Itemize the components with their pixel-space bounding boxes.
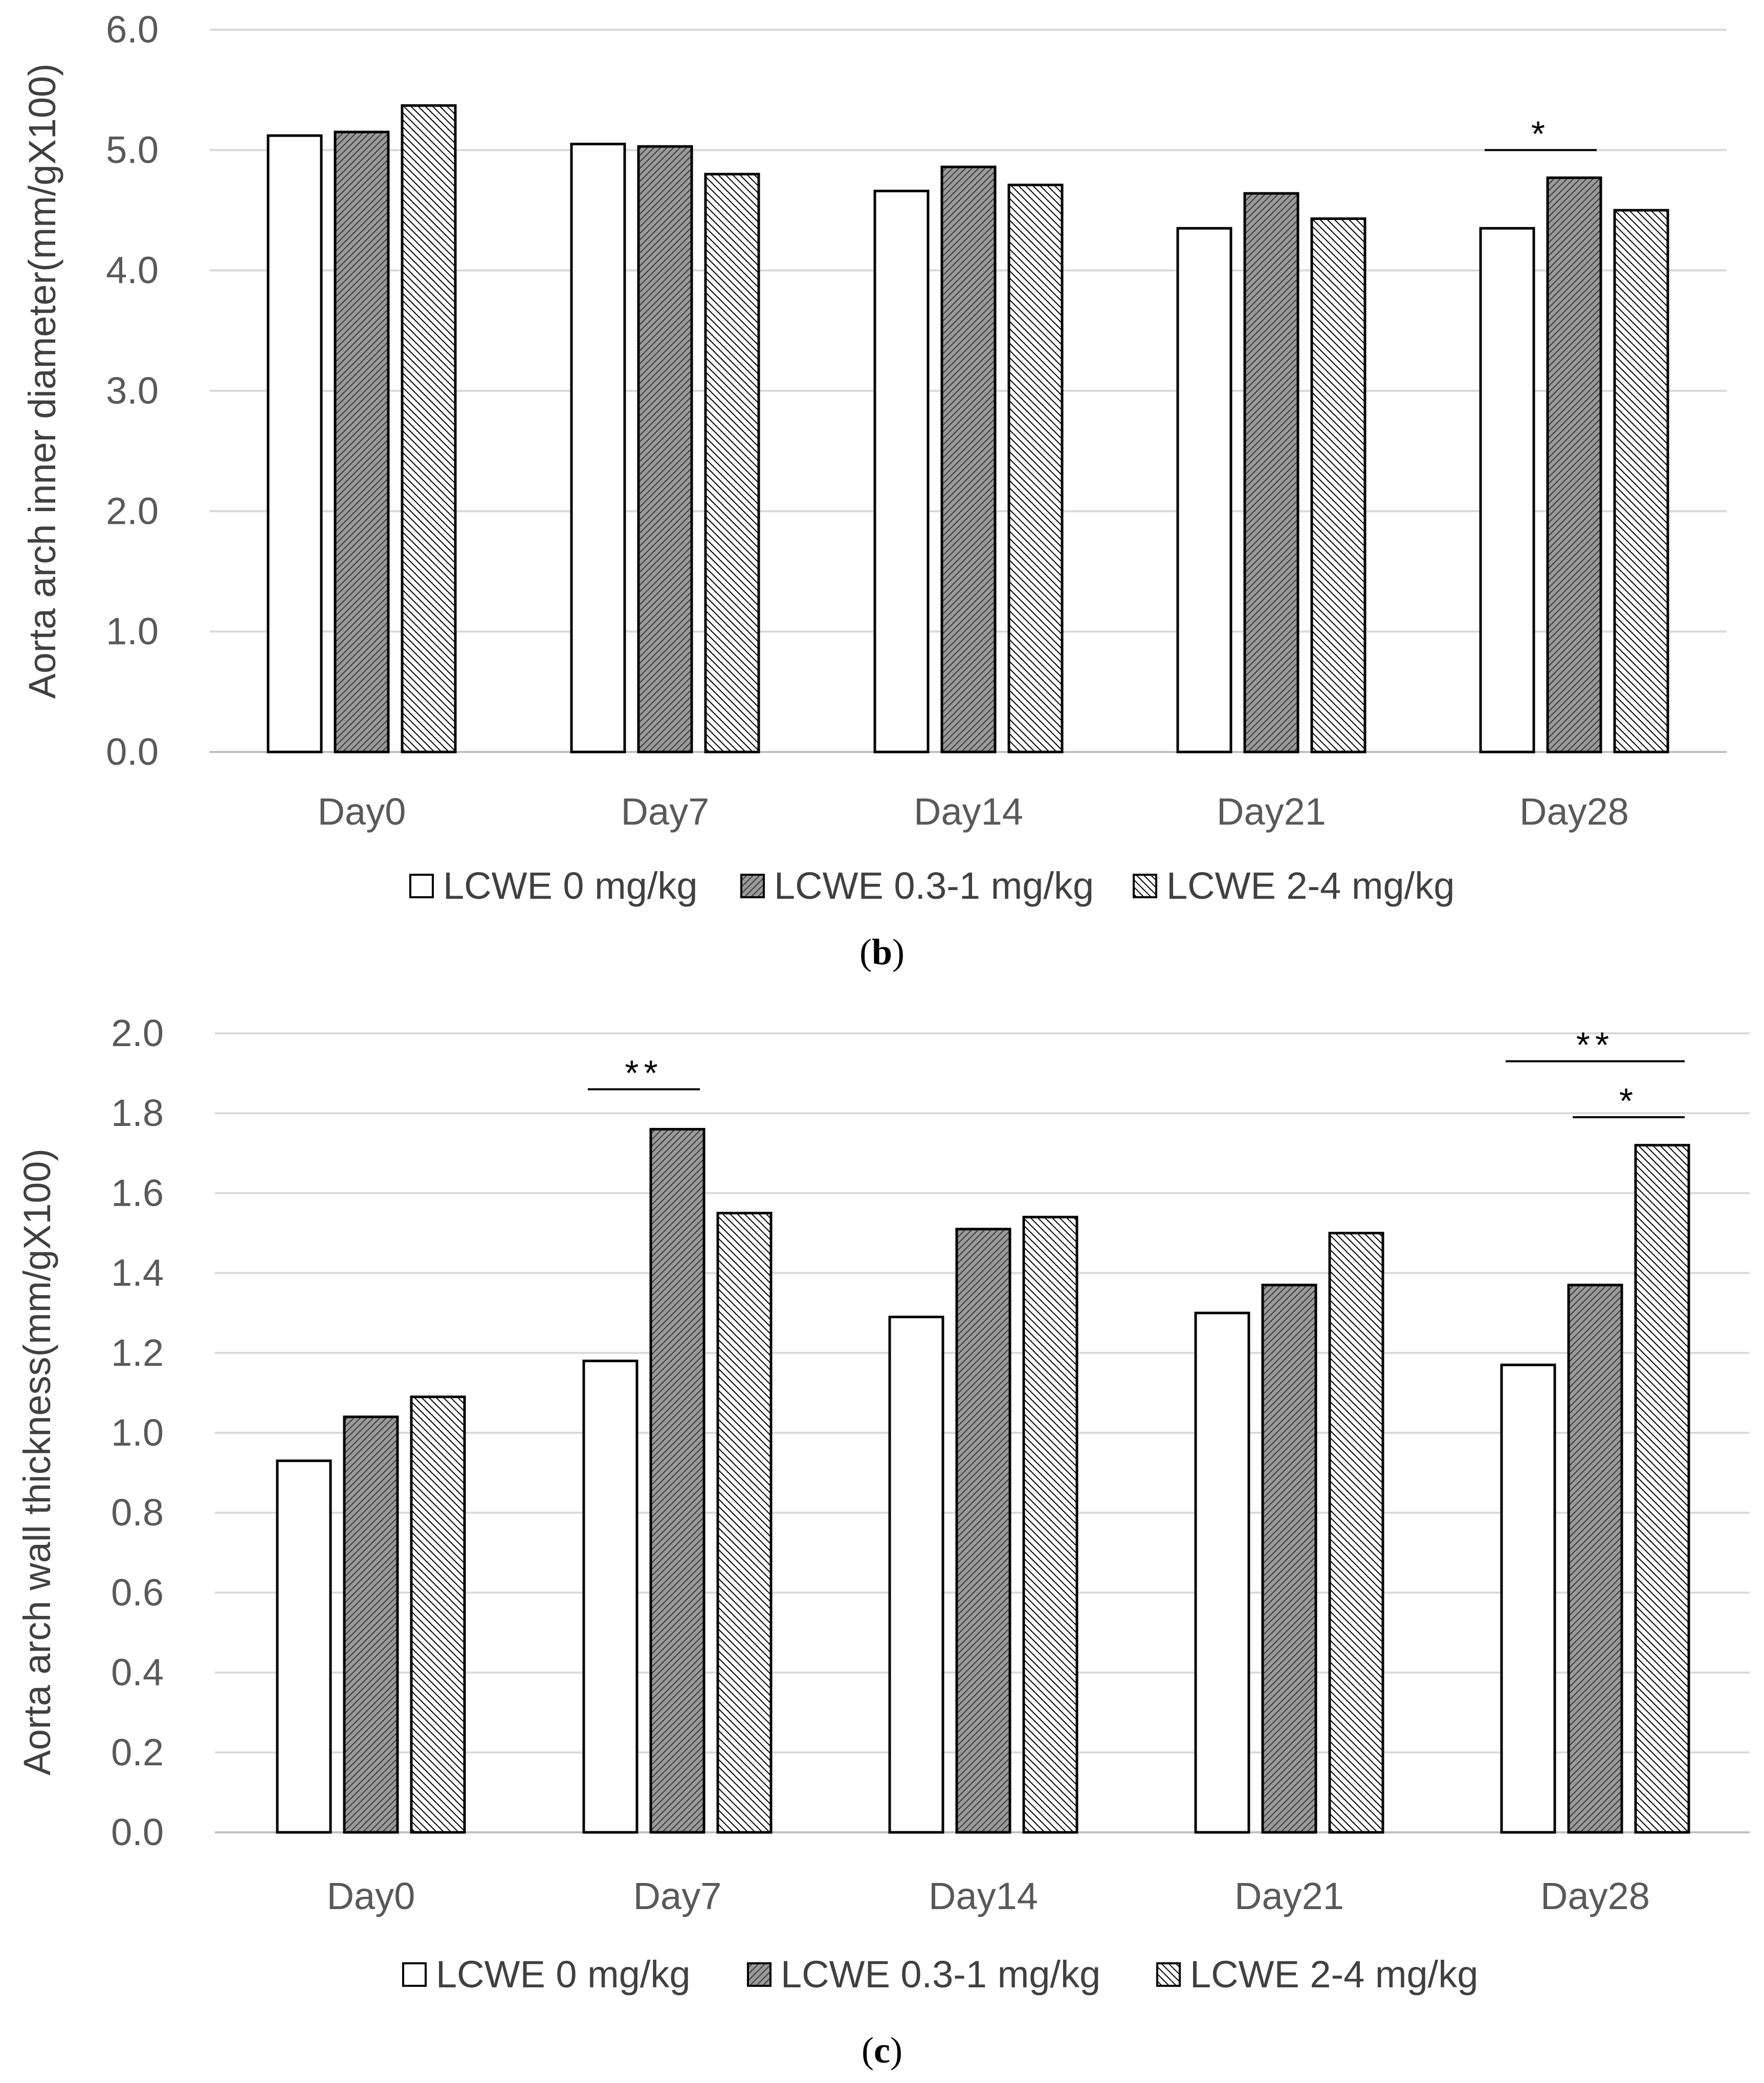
y-tick-label: 5.0	[106, 128, 159, 171]
bar-day7-series-2	[704, 172, 760, 754]
y-tick-label: 2.0	[106, 490, 159, 532]
legend-item-0: LCWE 0 mg/kg	[409, 865, 698, 907]
bar-day14-series-2	[1022, 1215, 1078, 1834]
x-tick-label: Day21	[1217, 790, 1326, 833]
legend-item-1: LCWE 0.3-1 mg/kg	[740, 865, 1094, 907]
x-tick-label: Day7	[621, 790, 710, 833]
legend-item-2: LCWE 2-4 mg/kg	[1156, 1953, 1478, 1996]
panel-caption: (c)	[862, 2030, 902, 2071]
bar-day7-series-1	[649, 1127, 705, 1834]
x-tick-labels: Day0 Day7 Day14 Day21 Day28	[327, 1875, 1650, 1917]
legend-swatch-2	[1156, 1962, 1181, 1987]
bar-day14-series-0	[873, 189, 930, 754]
y-tick-label: 1.2	[111, 1332, 164, 1374]
bar-day28-series-1	[1567, 1283, 1623, 1834]
bar-day21-series-2	[1328, 1232, 1384, 1834]
legend-item-1: LCWE 0.3-1 mg/kg	[747, 1953, 1100, 1996]
legend-label-2: LCWE 2-4 mg/kg	[1166, 865, 1454, 907]
panel-caption: (b)	[859, 932, 905, 972]
bar-day14-series-1	[955, 1228, 1011, 1834]
legend: LCWE 0 mg/kg LCWE 0.3-1 mg/kg LCWE 2-4 m…	[409, 865, 1454, 907]
bar-day7-series-2	[716, 1211, 773, 1834]
bar-day28-series-2	[1613, 209, 1669, 754]
y-tick-label: 0.2	[111, 1731, 164, 1774]
x-tick-label: Day0	[318, 790, 406, 833]
y-tick-label: 0.0	[111, 1811, 164, 1853]
y-tick-label: 1.6	[111, 1171, 164, 1214]
legend-swatch-0	[409, 874, 434, 898]
y-tick-label: 6.0	[106, 8, 159, 51]
legend-label-1: LCWE 0.3-1 mg/kg	[781, 1953, 1100, 1996]
bar-day21-series-1	[1261, 1283, 1317, 1834]
legend-swatch-1	[747, 1962, 771, 1987]
legend-swatch-1	[740, 874, 765, 898]
y-tick-label: 1.4	[111, 1252, 164, 1294]
x-tick-label: Day7	[633, 1875, 722, 1917]
bar-day0-series-0	[276, 1459, 332, 1834]
y-axis-title: Aorta arch inner diameter(mm/gX100)	[21, 63, 63, 699]
chart-panel-b: 0.0 1.0 2.0 3.0 4.0 5.0 6.0 Day0 Day7 Day14 Day21…	[21, 8, 1727, 972]
bar-day21-series-1	[1243, 192, 1299, 754]
y-tick-label: 3.0	[106, 369, 159, 412]
bar-day0-series-2	[401, 104, 457, 754]
bar-day0-series-2	[410, 1395, 466, 1834]
bar-day14-series-1	[940, 165, 997, 754]
significance-marker: *	[1531, 114, 1550, 153]
legend-swatch-2	[1133, 874, 1157, 898]
y-tick-label: 0.6	[111, 1571, 164, 1613]
significance-annotations: *****	[588, 1025, 1685, 1121]
x-tick-label: Day21	[1234, 1875, 1344, 1917]
bar-day7-series-1	[637, 145, 693, 754]
legend-label-1: LCWE 0.3-1 mg/kg	[774, 865, 1094, 907]
bar-day14-series-0	[888, 1316, 944, 1834]
legend: LCWE 0 mg/kg LCWE 0.3-1 mg/kg LCWE 2-4 m…	[402, 1953, 1478, 1996]
bar-day7-series-0	[582, 1359, 638, 1834]
significance-marker: *	[1619, 1081, 1638, 1121]
y-tick-label: 0.8	[111, 1491, 164, 1534]
bar-day0-series-1	[343, 1415, 399, 1834]
bar-day21-series-2	[1310, 217, 1366, 754]
y-tick-labels: 0.0 1.0 2.0 3.0 4.0 5.0 6.0	[106, 8, 159, 773]
bar-day0-series-0	[267, 134, 323, 754]
bars	[276, 1127, 1690, 1834]
bars	[267, 104, 1669, 754]
x-tick-label: Day14	[914, 790, 1023, 833]
x-tick-label: Day28	[1540, 1875, 1650, 1917]
bar-day28-series-0	[1500, 1363, 1556, 1834]
bar-day21-series-0	[1194, 1312, 1250, 1834]
y-tick-label: 0.0	[106, 730, 159, 773]
x-tick-label: Day28	[1519, 790, 1629, 833]
y-tick-label: 4.0	[106, 249, 159, 292]
bar-day0-series-1	[334, 130, 390, 754]
y-tick-label: 2.0	[111, 1012, 164, 1054]
legend-label-2: LCWE 2-4 mg/kg	[1190, 1953, 1478, 1996]
y-axis-title: Aorta arch wall thickness(mm/gX100)	[16, 1148, 58, 1776]
y-tick-label: 1.0	[111, 1411, 164, 1454]
y-tick-label: 1.8	[111, 1092, 164, 1134]
bar-day21-series-0	[1176, 227, 1232, 754]
panel-caption-letter: b	[872, 932, 892, 972]
y-tick-label: 1.0	[106, 610, 159, 653]
y-tick-labels: 0.0 0.2 0.4 0.6 0.8 1.0 1.2 1.4 1.6 1.8 2.0	[111, 1012, 164, 1853]
x-tick-label: Day0	[327, 1875, 415, 1917]
significance-marker: **	[1576, 1025, 1614, 1065]
bar-day28-series-0	[1479, 227, 1535, 754]
bar-day14-series-2	[1007, 184, 1064, 754]
legend-label-0: LCWE 0 mg/kg	[436, 1953, 691, 1996]
significance-marker: **	[625, 1053, 663, 1093]
y-tick-label: 0.4	[111, 1651, 164, 1694]
significance-annotations: *	[1485, 114, 1597, 153]
panel-caption-letter: c	[874, 2030, 890, 2071]
bar-day28-series-1	[1546, 176, 1602, 754]
bar-day7-series-0	[570, 143, 626, 754]
legend-swatch-0	[402, 1962, 427, 1987]
legend-item-2: LCWE 2-4 mg/kg	[1133, 865, 1454, 907]
legend-label-0: LCWE 0 mg/kg	[443, 865, 698, 907]
x-tick-label: Day14	[929, 1875, 1038, 1917]
bar-day28-series-2	[1634, 1144, 1690, 1834]
legend-item-0: LCWE 0 mg/kg	[402, 1953, 691, 1996]
x-tick-labels: Day0 Day7 Day14 Day21 Day28	[318, 790, 1629, 833]
chart-panel-c: 0.00.20.40.60.81.01.21.41.61.82.0 Day0 Da…	[16, 1012, 1750, 2071]
